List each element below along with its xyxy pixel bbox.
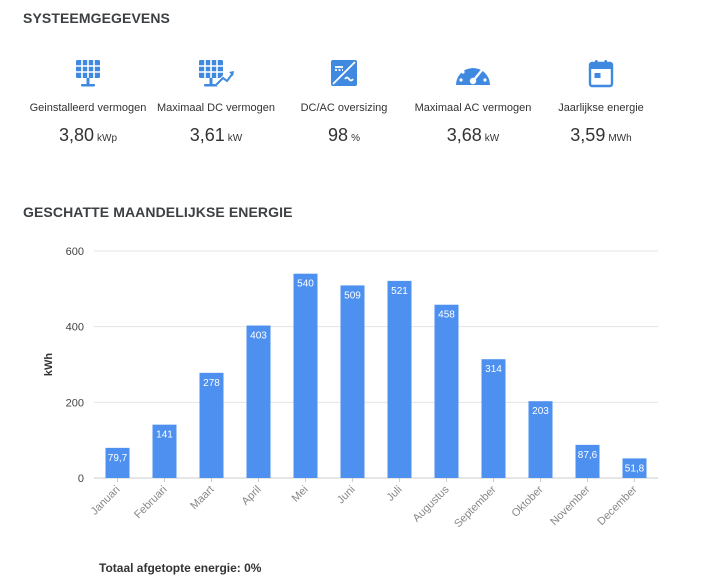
gauge-icon: [398, 52, 548, 88]
x-category-label: November: [548, 483, 593, 528]
bar-value-label: 314: [485, 364, 502, 375]
y-tick-label: 600: [66, 246, 84, 258]
x-category-label: Juli: [384, 484, 404, 504]
bar-november: [575, 444, 600, 478]
y-tick-label: 400: [66, 322, 84, 334]
x-category-label: Oktober: [509, 483, 545, 519]
bar-maart: [199, 372, 224, 478]
bar-value-label: 203: [532, 406, 549, 417]
x-category-label: Mei: [290, 484, 311, 505]
metric-value: 98%: [328, 125, 360, 145]
metric-value: 3,59 MWh: [570, 125, 632, 145]
bar-april: [246, 325, 271, 478]
x-category-label: Juni: [335, 484, 358, 507]
y-tick-label: 200: [66, 397, 84, 409]
inverter-icon: [269, 52, 419, 88]
bar-value-label: 403: [250, 331, 267, 342]
x-category-label: September: [452, 483, 499, 530]
bar-value-label: 278: [203, 378, 220, 389]
metric-installed-power: Geinstalleerd vermogen 3,80 kWp: [13, 52, 163, 146]
metric-label: Maximaal DC vermogen: [157, 102, 275, 114]
system-section-title: SYSTEEMGEGEVENS: [23, 10, 170, 26]
bar-december: [622, 458, 647, 478]
bar-augustus: [434, 304, 459, 478]
bar-value-label: 521: [391, 286, 408, 297]
bar-value-label: 79,7: [108, 453, 128, 464]
bar-januari: [105, 447, 130, 478]
metric-label: DC/AC oversizing: [300, 102, 388, 114]
bar-juni: [340, 285, 365, 478]
x-category-label: Januari: [89, 484, 123, 518]
bar-value-label: 87,6: [578, 450, 598, 461]
clipped-energy-total: Totaal afgetopte energie: 0%: [99, 561, 262, 575]
bar-juli: [387, 280, 412, 478]
monthly-energy-chart: 0 200 400 600 kWh 79,7 Januari 141 Februari 278 Ma…: [43, 246, 658, 530]
metric-dc-ac-oversizing: DC/AC oversizing 98%: [269, 52, 419, 146]
bar-value-label: 540: [297, 279, 314, 290]
metric-label: Jaarlijkse energie: [558, 102, 644, 114]
metric-label: Geinstalleerd vermogen: [29, 102, 147, 114]
x-category-label: December: [595, 483, 640, 528]
bar-oktober: [528, 401, 553, 478]
y-tick-label: 0: [78, 473, 84, 485]
metric-annual-energy: Jaarlijkse energie 3,59 MWh: [526, 52, 676, 146]
bar-value-label: 141: [156, 430, 173, 441]
chart-title: GESCHATTE MAANDELIJKSE ENERGIE: [23, 204, 293, 220]
bar-value-label: 51,8: [625, 463, 645, 474]
metric-value: 3,80 kWp: [58, 125, 118, 145]
solar-panel-icon: [13, 52, 163, 88]
bar-februari: [152, 424, 177, 478]
solar-panel-growth-icon: [141, 52, 291, 88]
metric-value: 3,61 kW: [189, 125, 243, 145]
metric-value: 3,68 kW: [446, 125, 500, 145]
bar-mei: [293, 273, 318, 478]
x-category-label: Februari: [132, 484, 169, 521]
x-category-label: April: [240, 484, 264, 508]
metric-max-dc-power: Maximaal DC vermogen 3,61 kW: [141, 52, 291, 146]
bar-september: [481, 359, 506, 478]
x-category-label: Maart: [188, 484, 216, 512]
x-category-label: Augustus: [411, 483, 452, 524]
metric-max-ac-power: Maximaal AC vermogen 3,68 kW: [398, 52, 548, 146]
metric-label: Maximaal AC vermogen: [414, 102, 532, 114]
bar-value-label: 509: [344, 290, 361, 301]
calendar-icon: [526, 52, 676, 88]
bar-value-label: 458: [438, 310, 455, 321]
y-axis-label: kWh: [43, 353, 55, 377]
